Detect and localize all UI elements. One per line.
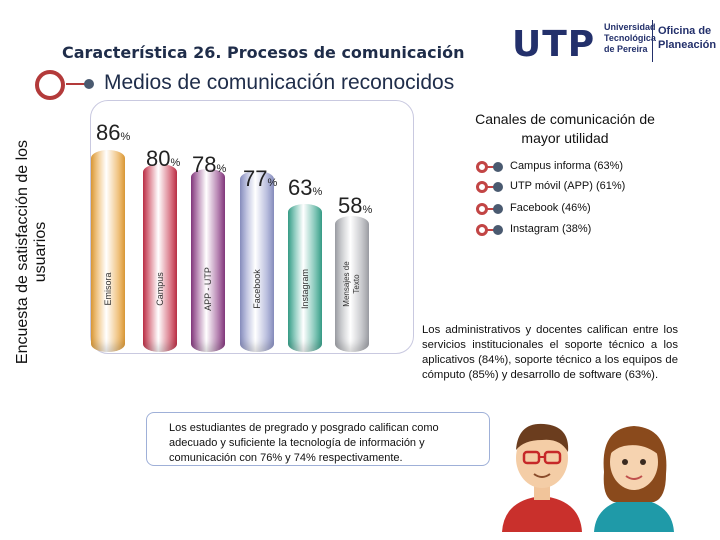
chart-value-label: 63% [288,175,323,200]
chart-bar-4: Facebook [240,171,274,352]
students-note: Los estudiantes de pregrado y posgrado c… [146,412,490,466]
chart-value-label: 77% [243,166,278,191]
logo-university-line2: Tecnológica [604,33,656,43]
admin-note: Los administrativos y docentes califican… [422,324,678,381]
section-subtitle: Medios de comunicación reconocidos [104,71,455,94]
utp-logo: UTP Universidad Tecnológica de Pereira O… [512,18,716,68]
channels-title-line1: Canales de comunicación de [475,111,655,127]
chart-category-label: APP - UTP [203,267,213,311]
chart-value-label: 80% [146,146,181,171]
chart-bar-2: Campus [143,164,177,352]
bullet-ring-icon [476,224,488,236]
channels-title-line2: mayor utilidad [521,130,609,146]
man-avatar-icon [502,423,582,532]
page-title: Característica 26. Procesos de comunicac… [62,43,465,62]
bullet-connector [66,83,90,85]
channel-label: Instagram (38%) [510,223,592,235]
logo-university-line1: Universidad [604,22,656,32]
chart-category-label: Facebook [252,269,262,309]
logo-mark: UTP [512,24,596,65]
chart-category-label: Mensajes de Texto [342,261,361,307]
logo-office-line2: Planeación [658,39,717,51]
bullet-ring-icon [476,203,488,215]
chart-category-label: Instagram [300,268,310,310]
logo-office-line1: Oficina de [658,25,712,37]
bullet-connector [487,186,497,188]
chart-bar-5: Instagram [288,204,322,352]
chart-category-label: Campus [155,272,165,306]
chart-bar-3: APP - UTP [191,169,225,352]
bullet-connector [487,208,497,210]
chart-panel [90,100,414,354]
channels-title: Canales de comunicación de mayor utilida… [448,110,682,148]
bullet-dot-icon [84,79,94,89]
bullet-ring-icon [476,181,488,193]
channel-label: Facebook (46%) [510,202,591,214]
chart-category-label: Emisora [103,272,113,306]
people-illustration [502,423,674,532]
logo-university-line3: de Pereira [604,44,648,54]
bullet-connector [487,166,497,168]
bullet-dot-icon [493,204,503,214]
bullet-ring-icon [476,161,488,173]
bullet-ring-icon [35,70,65,100]
chart-bar-6: Mensajes de Texto [335,216,369,352]
channel-label: Campus informa (63%) [510,160,624,172]
logo-separator [652,20,653,62]
logo-office: Oficina de Planeación [658,24,716,52]
logo-university: Universidad Tecnológica de Pereira [604,22,656,55]
woman-avatar-icon [594,426,674,532]
bullet-dot-icon [493,182,503,192]
chart-bar-1: Emisora [91,150,125,352]
bullet-dot-icon [493,162,503,172]
bullet-dot-icon [493,225,503,235]
channel-label: UTP móvil (APP) (61%) [510,180,626,192]
bullet-connector [487,229,497,231]
chart-value-label: 78% [192,152,227,177]
chart-value-label: 58% [338,193,373,218]
chart-value-label: 86% [96,120,131,145]
